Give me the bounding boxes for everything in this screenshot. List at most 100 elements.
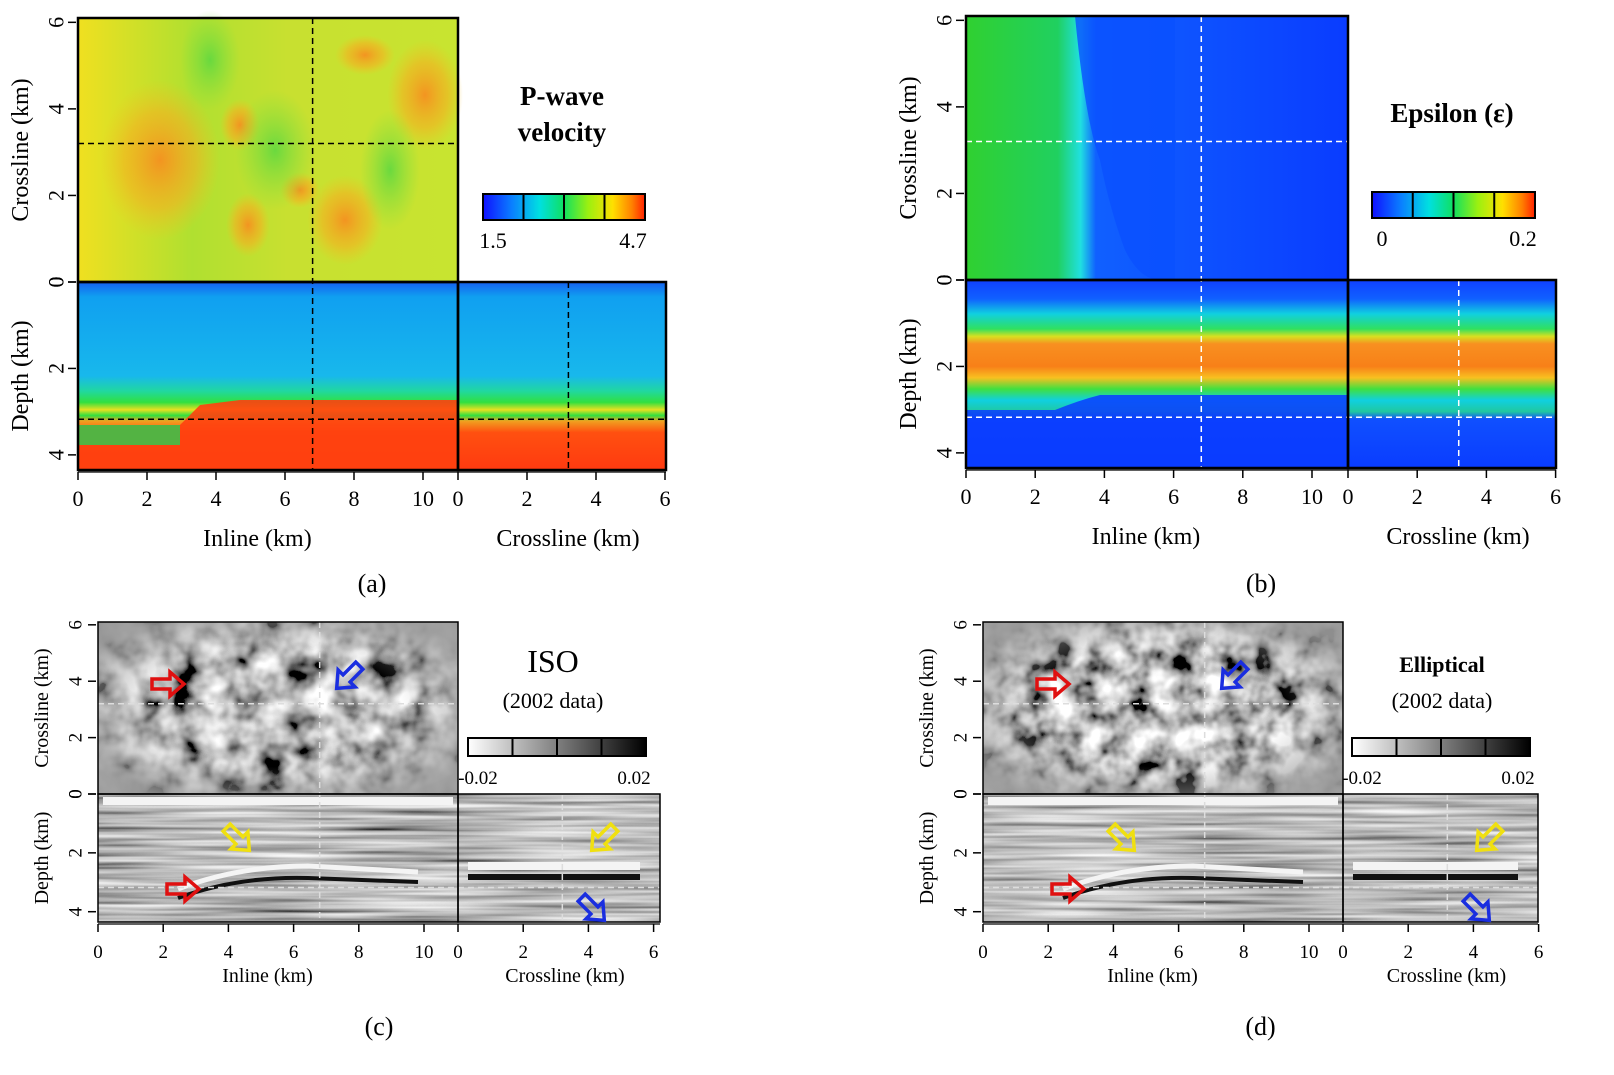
crossline-h-axis-label: Crossline (km) — [496, 526, 639, 552]
crossline-axis-label: Crossline (km) — [31, 648, 53, 767]
seismic-reflector — [1353, 874, 1518, 880]
inline-tick-label: 10 — [415, 942, 434, 963]
inline-tick-label: 10 — [412, 486, 434, 511]
panel-title: ISO — [527, 643, 579, 679]
seismic-map-fade — [98, 622, 458, 794]
inline-tick-label: 6 — [1168, 484, 1179, 509]
crossline-h-tick-label: 6 — [660, 486, 671, 511]
crossline-axis-label: Crossline (km) — [896, 76, 922, 219]
panel-title: P-wave — [520, 81, 604, 111]
panel-title: Epsilon (ε) — [1390, 98, 1513, 128]
crossline-tick-label: 0 — [951, 789, 972, 799]
colorbar-max-label: 4.7 — [619, 228, 647, 253]
yellow-arrow-inline — [1105, 821, 1137, 853]
epsilon-boundary — [1075, 16, 1175, 280]
crossline-h-tick-label: 4 — [591, 486, 602, 511]
depth-tick-label: 2 — [932, 361, 957, 372]
red-arrow-inline — [165, 873, 202, 905]
crossline-tick-label: 0 — [44, 277, 69, 288]
depth-tick-label: 4 — [951, 906, 972, 916]
red-arrow-map — [150, 668, 187, 700]
crossline-section-frame — [457, 793, 661, 923]
depth-tick-label: 4 — [932, 447, 957, 458]
colorbar-min-label: 0 — [1377, 226, 1388, 251]
yellow-arrow-crossline — [589, 821, 621, 853]
inline-axis-label: Inline (km) — [1092, 524, 1201, 550]
crossline-section-frame — [1346, 278, 1558, 470]
inline-tick-label: 10 — [1300, 942, 1319, 963]
velocity-anomaly — [235, 90, 315, 210]
panel-title: Elliptical — [1399, 652, 1485, 677]
panel-caption: (a) — [358, 569, 387, 598]
inline-tick-label: 0 — [961, 484, 972, 509]
inline-tick-label: 4 — [1109, 942, 1119, 963]
epsilon-crossline-section — [1348, 280, 1556, 468]
seismic-top-reflector — [988, 797, 1338, 805]
crossline-section-frame — [1342, 793, 1539, 923]
depth-tick-label: 0 — [66, 789, 87, 799]
seismic-reflector — [1353, 862, 1518, 870]
inline-tick-label: 2 — [142, 486, 153, 511]
depth-tick-label: 0 — [932, 275, 957, 286]
crossline-h-axis-label: Crossline (km) — [1386, 524, 1529, 550]
crossline-h-axis-label: Crossline (km) — [1387, 965, 1506, 987]
blue-arrow-crossline — [1460, 891, 1492, 923]
epsilon-lower-zone — [966, 395, 1348, 468]
depth-tick-label: 0 — [44, 277, 69, 288]
seismic-inline-section — [983, 794, 1343, 922]
inline-axis-label: Inline (km) — [222, 965, 313, 987]
depth-tick-label: 2 — [44, 363, 69, 374]
depth-tick-label: 0 — [951, 789, 972, 799]
inline-tick-label: 2 — [158, 942, 168, 963]
colorbar-min-label: 1.5 — [479, 228, 507, 253]
inline-tick-label: 6 — [280, 486, 291, 511]
inline-tick-label: 6 — [289, 942, 299, 963]
crossline-h-tick-label: 2 — [1403, 942, 1413, 963]
red-arrow-inline — [1050, 873, 1087, 905]
crossline-tick-label: 0 — [932, 275, 957, 286]
panel-caption: (d) — [1245, 1012, 1275, 1041]
depth-axis-label: Depth (km) — [896, 318, 922, 429]
inline-tick-label: 0 — [73, 486, 84, 511]
inline-tick-label: 0 — [93, 942, 103, 963]
crossline-tick-label: 4 — [66, 676, 87, 686]
blue-arrow-map — [334, 659, 366, 691]
crossline-h-tick-label: 2 — [522, 486, 533, 511]
crossline-tick-label: 2 — [44, 190, 69, 201]
inline-tick-label: 4 — [1099, 484, 1110, 509]
crossline-tick-label: 2 — [932, 188, 957, 199]
panel-title: velocity — [518, 117, 607, 147]
colorbar-min-label: -0.02 — [458, 768, 498, 789]
inline-tick-label: 4 — [224, 942, 234, 963]
crossline-h-tick-label: 6 — [1534, 942, 1544, 963]
crossline-tick-label: 2 — [66, 733, 87, 743]
seismic-reflector — [468, 874, 640, 880]
crossline-tick-label: 0 — [66, 789, 87, 799]
crossline-tick-label: 6 — [932, 15, 957, 26]
seismic-crossline-section — [458, 794, 660, 922]
crossline-h-tick-label: 0 — [1338, 942, 1348, 963]
depth-axis-label: Depth (km) — [916, 812, 938, 905]
velocity-low-zone — [78, 425, 180, 445]
crossline-h-tick-label: 2 — [1412, 484, 1423, 509]
crossline-axis-label: Crossline (km) — [916, 648, 938, 767]
panel-caption: (b) — [1246, 569, 1276, 598]
depth-tick-label: 4 — [44, 449, 69, 460]
inline-tick-label: 8 — [1239, 942, 1249, 963]
blue-arrow-crossline — [575, 891, 607, 923]
crossline-h-axis-label: Crossline (km) — [505, 965, 624, 987]
crossline-section-frame — [456, 280, 668, 472]
crossline-h-tick-label: 0 — [453, 486, 464, 511]
crossline-h-tick-label: 0 — [453, 942, 463, 963]
colorbar-max-label: 0.02 — [617, 768, 650, 789]
seismic-crossline-section — [1343, 794, 1538, 922]
inline-tick-label: 4 — [211, 486, 222, 511]
crossline-h-tick-label: 6 — [649, 942, 659, 963]
crossline-axis-label: Crossline (km) — [8, 78, 34, 221]
crossline-tick-label: 6 — [951, 620, 972, 630]
inline-tick-label: 8 — [349, 486, 360, 511]
crossline-tick-label: 4 — [932, 101, 957, 112]
depth-axis-label: Depth (km) — [8, 320, 34, 431]
